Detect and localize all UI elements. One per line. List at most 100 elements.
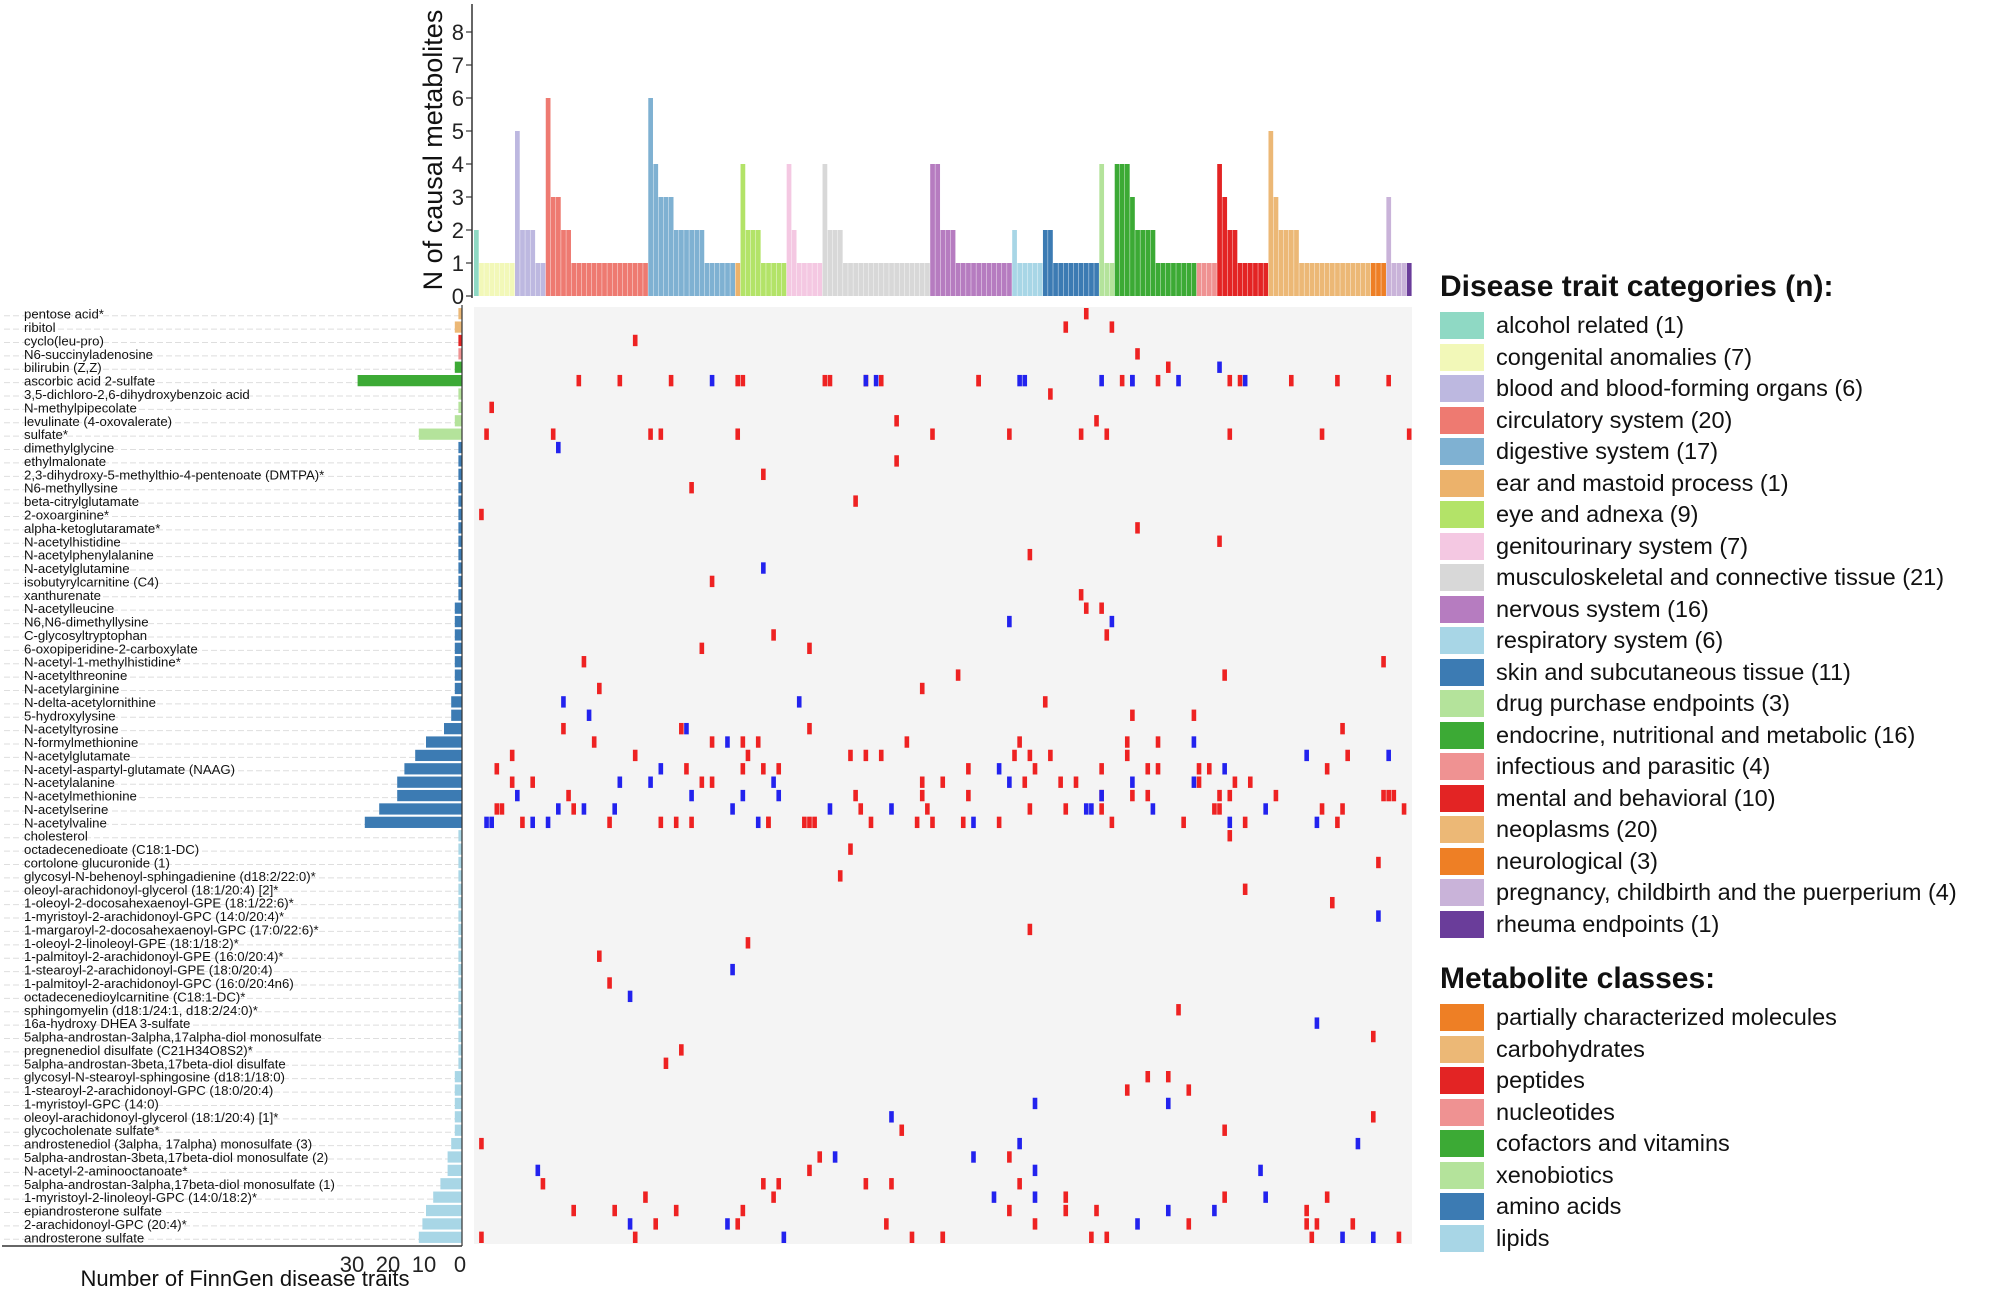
top-bar bbox=[781, 263, 787, 296]
heatmap-cell bbox=[966, 789, 971, 802]
top-bar bbox=[720, 263, 725, 296]
trait-legend-item: infectious and parasitic (4) bbox=[1440, 751, 2000, 783]
heatmap-cell bbox=[1150, 803, 1156, 815]
trait-legend-label: rheuma endpoints (1) bbox=[1496, 910, 1720, 937]
left-bar-chart: pentose acid*ribitolcyclo(leu-pro)N6-suc… bbox=[2, 305, 466, 1291]
left-bar bbox=[454, 1124, 462, 1136]
heatmap-cell bbox=[1212, 803, 1217, 815]
heatmap-cell bbox=[863, 749, 869, 762]
heatmap-cell bbox=[1063, 803, 1069, 815]
metabolite-label: androsterone sulfate bbox=[24, 1230, 144, 1245]
heatmap-cell bbox=[1206, 763, 1212, 775]
heatmap-cell bbox=[484, 816, 489, 829]
left-bar bbox=[364, 816, 462, 828]
heatmap-cell bbox=[1309, 1231, 1315, 1243]
heatmap-cell bbox=[607, 816, 612, 829]
heatmap-cell bbox=[1130, 374, 1135, 387]
heatmap-cell bbox=[535, 1164, 541, 1177]
left-bar bbox=[458, 589, 462, 601]
metabolite-label: androstenediol (3alpha, 17alpha) monosul… bbox=[24, 1137, 312, 1152]
metabolite-label: 5alpha-androstan-3alpha,17alpha-diol mon… bbox=[24, 1030, 322, 1045]
top-bar bbox=[1355, 263, 1361, 296]
heatmap-cell bbox=[499, 803, 505, 815]
class-legend-label: nucleotides bbox=[1496, 1098, 1615, 1125]
heatmap-cell bbox=[1017, 1137, 1022, 1150]
metabolite-label: bilirubin (Z,Z) bbox=[24, 360, 102, 375]
top-bar bbox=[1073, 263, 1079, 296]
trait-legend-label: drug purchase endpoints (3) bbox=[1496, 690, 1790, 717]
metabolite-label: 1-stearoyl-2-arachidonoyl-GPC (18:0/20:4… bbox=[24, 1083, 273, 1098]
metabolite-label: N-methylpipecolate bbox=[24, 400, 137, 415]
heatmap-cell bbox=[1145, 789, 1151, 802]
top-bar bbox=[761, 263, 766, 296]
left-bar bbox=[458, 508, 462, 521]
top-bar bbox=[597, 263, 602, 296]
heatmap-cell bbox=[889, 803, 894, 815]
trait-legend-item: drug purchase endpoints (3) bbox=[1440, 688, 2000, 720]
left-bar bbox=[458, 883, 462, 895]
left-bar bbox=[454, 321, 462, 333]
heatmap-cell bbox=[1386, 789, 1391, 802]
metabolite-label: sphingomyelin (d18:1/24:1, d18:2/24:0)* bbox=[24, 1003, 258, 1018]
heatmap-cell bbox=[597, 950, 602, 962]
heatmap-cell bbox=[1130, 709, 1135, 721]
top-bar bbox=[1304, 263, 1310, 296]
metabolite-label: 1-palmitoyl-2-arachidonoyl-GPC (16:0/20:… bbox=[24, 976, 294, 991]
heatmap-cell bbox=[1063, 321, 1069, 333]
metabolite-label: N-acetylserine bbox=[24, 802, 108, 817]
metabolite-label: 1-myristoyl-2-linoleoyl-GPC (14:0/18:2)* bbox=[24, 1190, 257, 1205]
heatmap-cell bbox=[627, 990, 633, 1003]
heatmap-cell bbox=[571, 803, 576, 815]
left-bar bbox=[454, 656, 462, 668]
left-bar bbox=[415, 749, 462, 762]
top-bar bbox=[499, 263, 505, 296]
heatmap-cell bbox=[796, 696, 802, 708]
heatmap-cell bbox=[909, 1231, 915, 1243]
trait-legend-label: blood and blood-forming organs (6) bbox=[1496, 375, 1864, 402]
class-legend-item: peptides bbox=[1440, 1065, 2000, 1097]
trait-legend-item: blood and blood-forming organs (6) bbox=[1440, 373, 2000, 405]
left-bar bbox=[379, 803, 462, 815]
top-bar bbox=[1263, 263, 1269, 296]
trait-legend-swatch bbox=[1440, 816, 1484, 844]
class-legend-swatch bbox=[1440, 1004, 1484, 1032]
heatmap-cell bbox=[1022, 776, 1028, 788]
heatmap-cell bbox=[1176, 1004, 1181, 1016]
heatmap-cell bbox=[484, 428, 489, 440]
left-bar bbox=[397, 789, 462, 802]
metabolite-label: 2-arachidonoyl-GPC (20:4)* bbox=[24, 1217, 187, 1232]
heatmap-cell bbox=[1099, 803, 1104, 815]
metabolite-label: 5alpha-androstan-3beta,17beta-diol disul… bbox=[24, 1056, 286, 1071]
top-bar bbox=[1401, 263, 1407, 296]
trait-legend-swatch bbox=[1440, 879, 1484, 907]
metabolite-label: N-acetyl-1-methylhistidine* bbox=[24, 655, 181, 670]
heatmap-cell bbox=[1058, 776, 1063, 788]
left-bar bbox=[447, 1151, 462, 1163]
top-bar bbox=[679, 230, 684, 296]
trait-legend-item: digestive system (17) bbox=[1440, 436, 2000, 468]
left-bar bbox=[454, 602, 462, 614]
heatmap-cell bbox=[545, 816, 551, 829]
class-legend-swatch bbox=[1440, 1130, 1484, 1158]
heatmap-cell bbox=[1145, 763, 1151, 775]
metabolite-label: cholesterol bbox=[24, 829, 88, 844]
heatmap-cell bbox=[1191, 776, 1197, 788]
heatmap-cell bbox=[930, 816, 935, 829]
top-bar bbox=[899, 263, 905, 296]
heatmap-cell bbox=[1335, 816, 1340, 829]
left-bar bbox=[458, 401, 462, 414]
trait-legend-item: genitourinary system (7) bbox=[1440, 531, 2000, 563]
top-bar bbox=[771, 263, 777, 296]
legend-disease-traits: Disease trait categories (n): alcohol re… bbox=[1440, 270, 2000, 940]
heatmap-cell bbox=[761, 1178, 766, 1190]
top-bar bbox=[1324, 263, 1330, 296]
heatmap-cell bbox=[1099, 789, 1104, 802]
heatmap-cell bbox=[1130, 776, 1135, 788]
top-bar bbox=[1053, 263, 1058, 296]
metabolite-label: glycosyl-N-stearoyl-sphingosine (d18:1/1… bbox=[24, 1070, 285, 1085]
left-bar bbox=[447, 1164, 462, 1176]
metabolite-label: N-acetyl-2-aminooctanoate* bbox=[24, 1163, 187, 1178]
top-bar bbox=[684, 230, 689, 296]
top-bar bbox=[858, 263, 864, 296]
top-bar bbox=[1314, 263, 1320, 296]
